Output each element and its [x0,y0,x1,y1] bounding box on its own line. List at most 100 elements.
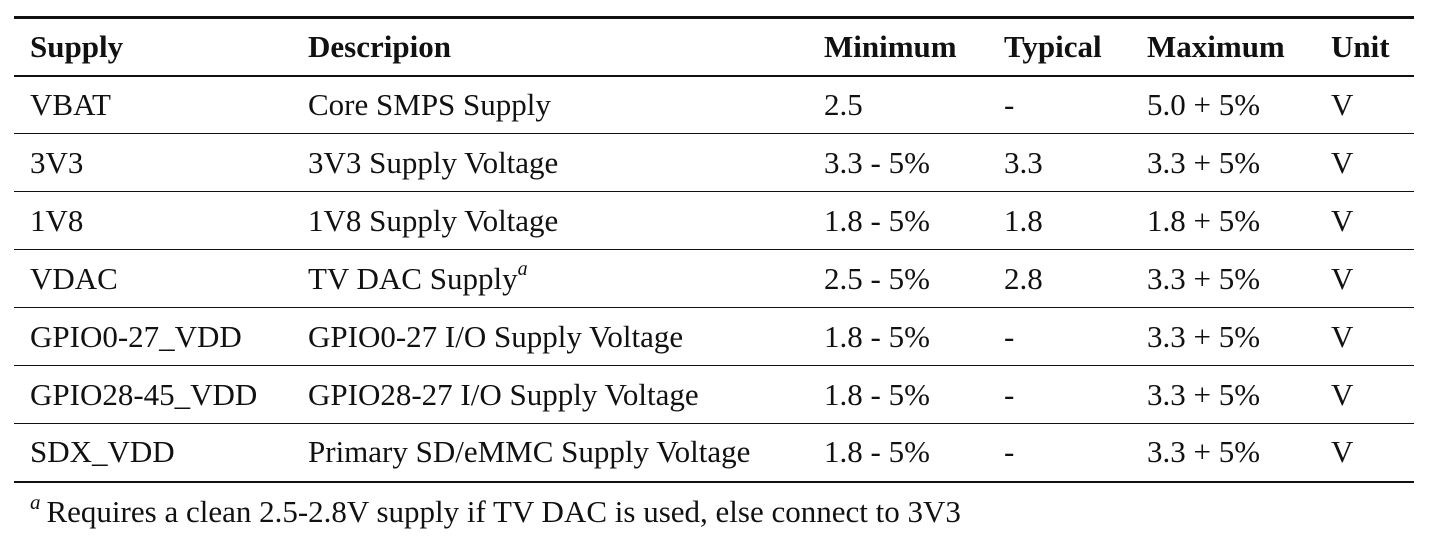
cell-minimum: 3.3 - 5% [808,134,988,192]
table-footnote: a Requires a clean 2.5-2.8V supply if TV … [30,492,961,530]
cell-typical: - [988,366,1131,424]
cell-unit-text: V [1331,376,1354,412]
cell-description-text: Primary SD/eMMC Supply Voltage [308,434,751,470]
cell-supply: 3V3 [14,134,292,192]
cell-maximum-text: 3.3 + 5% [1147,144,1261,180]
table-row: GPIO28-45_VDD GPIO28-27 I/O Supply Voltag… [14,366,1414,424]
cell-maximum-text: 1.8 + 5% [1147,202,1261,238]
cell-supply: VBAT [14,76,292,134]
table-row: VDAC TV DAC Supplya 2.5 - 5% 2.8 3.3 + 5% V [14,250,1414,308]
cell-typical: - [988,308,1131,366]
cell-typical-text: - [1004,376,1015,412]
header-description: Descripion [308,28,451,64]
cell-minimum: 2.5 [808,76,988,134]
cell-minimum-text: 2.5 [824,86,863,122]
cell-unit-text: V [1331,144,1354,180]
cell-supply-text: SDX_VDD [30,434,175,470]
cell-description-text: 3V3 Supply Voltage [308,144,559,180]
table-body: VBAT Core SMPS Supply 2.5-5.0 + 5% V 3V3 3V3 … [14,76,1414,482]
cell-minimum: 1.8 - 5% [808,192,988,250]
cell-unit: V [1315,250,1414,308]
cell-description-text: 1V8 Supply Voltage [308,202,559,238]
cell-supply-text: GPIO0-27_VDD [30,318,242,354]
cell-supply: 1V8 [14,192,292,250]
table-row: 3V3 3V3 Supply Voltage 3.3 - 5% 3.3 3.3 + 5%… [14,134,1414,192]
cell-unit-text: V [1331,318,1354,354]
table-row: 1V8 1V8 Supply Voltage 1.8 - 5% 1.8 1.8 + 5%… [14,192,1414,250]
cell-description-text: Core SMPS Supply [308,86,551,122]
cell-description: 1V8 Supply Voltage [292,192,808,250]
cell-typical: 3.3 [988,134,1131,192]
cell-maximum: 1.8 + 5% [1131,192,1315,250]
cell-description-text: TV DAC Supply [308,260,518,296]
cell-description: 3V3 Supply Voltage [292,134,808,192]
cell-unit: V [1315,134,1414,192]
cell-description-text: GPIO0-27 I/O Supply Voltage [308,318,684,354]
cell-minimum-text: 1.8 - 5% [824,434,930,470]
cell-description: Primary SD/eMMC Supply Voltage [292,424,808,482]
cell-minimum-text: 2.5 - 5% [824,260,930,296]
cell-typical: - [988,424,1131,482]
cell-maximum: 3.3 + 5% [1131,134,1315,192]
cell-supply-text: VBAT [30,86,111,122]
table-row: VBAT Core SMPS Supply 2.5 - 5.0 + 5% V [14,76,1414,134]
cell-minimum-text: 3.3 - 5% [824,144,930,180]
cell-minimum-text: 1.8 - 5% [824,202,930,238]
cell-maximum-text: 5.0 + 5% [1147,86,1261,122]
header-unit: Unit [1331,28,1390,64]
cell-typical-text: - [1004,318,1015,354]
cell-supply: GPIO0-27_VDD [14,308,292,366]
cell-maximum-text: 3.3 + 5% [1147,434,1261,470]
footnote-mark: a [30,490,41,514]
cell-maximum-text: 3.3 + 5% [1147,376,1261,412]
header-typical: Typical [1004,28,1102,64]
cell-maximum-text: 3.3 + 5% [1147,318,1261,354]
cell-unit-text: V [1331,202,1354,238]
cell-supply-text: GPIO28-45_VDD [30,376,258,412]
cell-unit: V [1315,424,1414,482]
header-maximum: Maximum [1147,28,1285,64]
cell-supply: SDX_VDD [14,424,292,482]
cell-supply-text: VDAC [30,260,118,296]
cell-unit: V [1315,308,1414,366]
cell-description: Core SMPS Supply [292,76,808,134]
cell-maximum-text: 3.3 + 5% [1147,260,1261,296]
cell-supply-text: 1V8 [30,202,84,238]
header-row: Supply Descripion Minimum Typical Maximu… [14,17,1414,76]
cell-description: GPIO0-27 I/O Supply Voltage [292,308,808,366]
cell-minimum-text: 1.8 - 5% [824,318,930,354]
cell-typical: 2.8 [988,250,1131,308]
cell-maximum: 3.3 + 5% [1131,250,1315,308]
supply-voltage-table: Supply Descripion Minimum Typical Maximu… [14,16,1414,483]
cell-unit: V [1315,192,1414,250]
cell-typical-text: 3.3 [1004,144,1043,180]
cell-description-text: GPIO28-27 I/O Supply Voltage [308,376,699,412]
header-supply: Supply [30,28,124,64]
cell-typical-text: 2.8 [1004,260,1043,296]
cell-description: GPIO28-27 I/O Supply Voltage [292,366,808,424]
footnote-reference: a [517,257,528,280]
cell-unit: V [1315,76,1414,134]
cell-minimum: 1.8 - 5% [808,308,988,366]
footnote-text: Requires a clean 2.5-2.8V supply if TV D… [46,494,961,529]
table-header: Supply Descripion Minimum Typical Maximu… [14,17,1414,76]
cell-maximum: 5.0 + 5% [1131,76,1315,134]
cell-unit-text: V [1331,434,1354,470]
cell-minimum-text: 1.8 - 5% [824,376,930,412]
cell-maximum: 3.3 + 5% [1131,366,1315,424]
header-minimum: Minimum [824,28,957,64]
cell-typical-text: - [1004,434,1015,470]
cell-description: TV DAC Supplya [292,250,808,308]
cell-unit: V [1315,366,1414,424]
cell-maximum: 3.3 + 5% [1131,424,1315,482]
cell-supply-text: 3V3 [30,144,84,180]
cell-unit-text: V [1331,86,1354,122]
cell-typical-text: 1.8 [1004,202,1043,238]
supply-table-container: Supply Descripion Minimum Typical Maximu… [14,16,1414,483]
cell-supply: GPIO28-45_VDD [14,366,292,424]
cell-typical-text: - [1004,86,1015,122]
cell-typical: - [988,76,1131,134]
cell-supply: VDAC [14,250,292,308]
cell-minimum: 1.8 - 5% [808,366,988,424]
cell-typical: 1.8 [988,192,1131,250]
